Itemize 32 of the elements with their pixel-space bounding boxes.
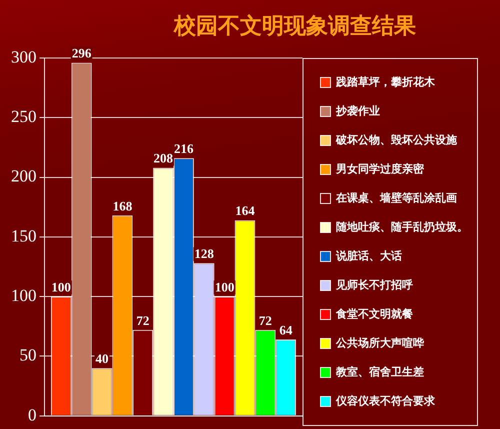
data-label: 72 (258, 312, 272, 328)
legend-label: 教室、宿舍卫生差 (335, 365, 424, 378)
legend-label: 食堂不文明就餐 (335, 307, 413, 320)
legend-label: 在课桌、墙壁等乱涂乱画 (335, 191, 457, 204)
legend-label: 践踏草坪，攀折花木 (335, 75, 436, 88)
data-label: 208 (154, 150, 174, 166)
legend-label: 见师长不打招呼 (335, 278, 413, 292)
data-label: 72 (136, 312, 150, 328)
y-tick-label: 100 (11, 286, 36, 305)
legend-label: 男女同学过度亲密 (335, 162, 425, 176)
legend-label: 公共场所大声喧哗 (335, 336, 425, 350)
chart-title: 校园不文明现象调查结果 (172, 13, 417, 41)
data-label: 168 (112, 198, 133, 214)
data-label: 128 (194, 246, 214, 261)
y-tick-label: 150 (11, 226, 36, 246)
legend-label: 说脏话、大话 (335, 249, 402, 262)
y-tick-label: 250 (11, 107, 36, 126)
y-tick-label: 300 (11, 47, 36, 66)
y-tick-label: 0 (28, 405, 36, 424)
data-label: 40 (96, 350, 109, 366)
data-label: 100 (51, 279, 71, 294)
data-label: 216 (174, 141, 194, 156)
data-label: 296 (72, 46, 92, 61)
legend-label: 抄袭作业 (335, 104, 380, 118)
data-label: 64 (279, 322, 293, 338)
legend-label: 破坏公物、毁坏公共设施 (335, 133, 458, 146)
legend-label: 随地吐痰、随手乱扔垃圾。 (336, 220, 468, 234)
legend-label: 仪容仪表不符合要求 (335, 394, 436, 408)
y-tick-label: 200 (11, 166, 36, 186)
data-label: 164 (235, 203, 256, 218)
data-label: 100 (214, 279, 234, 294)
y-tick-label: 50 (20, 346, 36, 365)
